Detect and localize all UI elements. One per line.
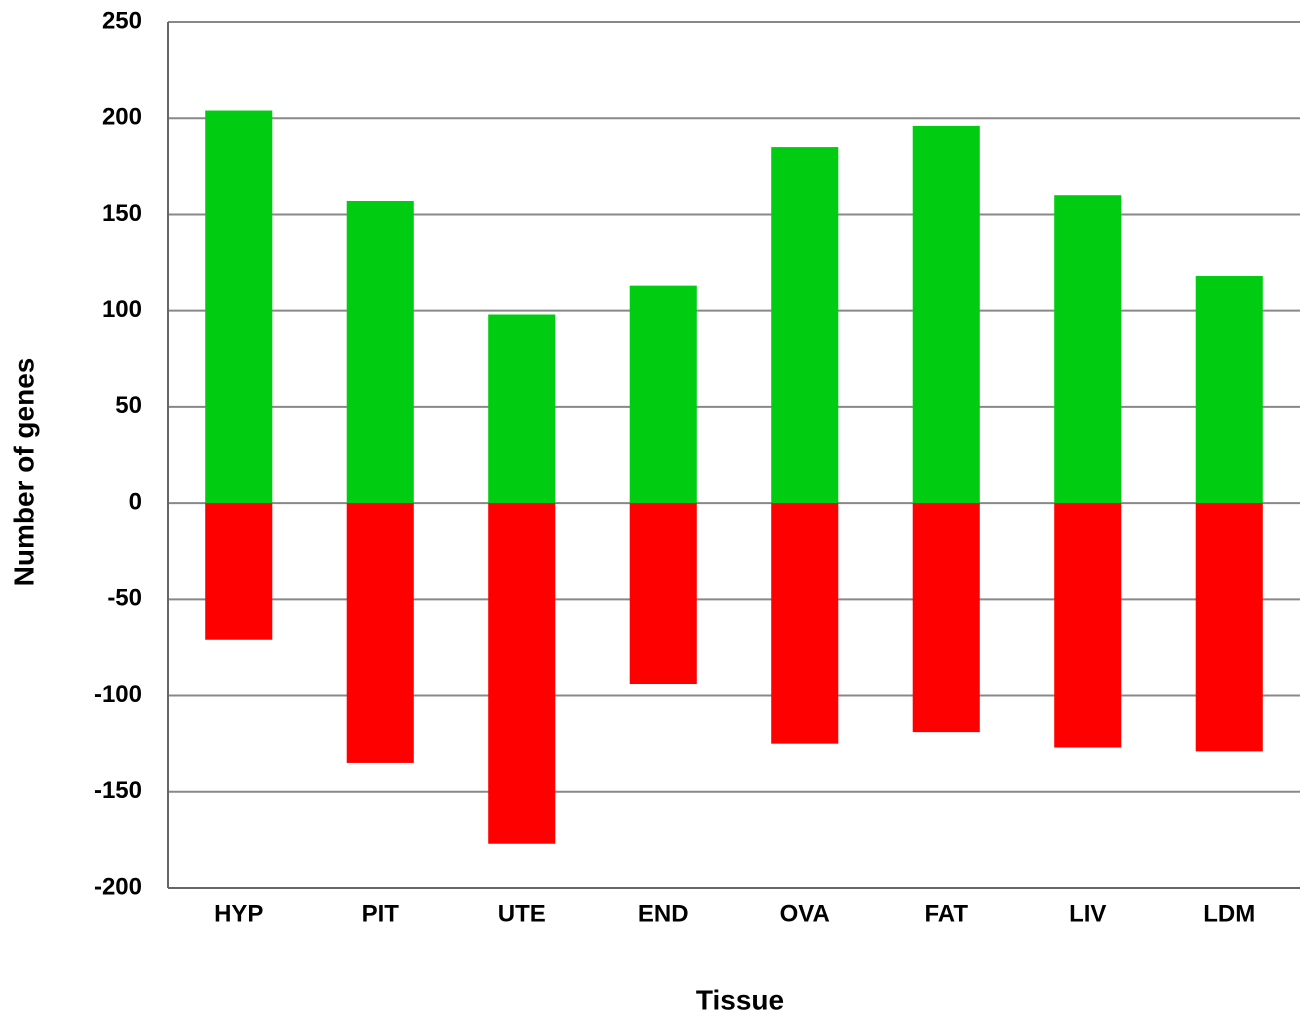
bar [629, 503, 697, 685]
x-tick-label: UTE [498, 900, 546, 927]
y-tick-label: -50 [107, 585, 142, 612]
bar [346, 200, 414, 504]
y-tick-label: -150 [94, 777, 142, 804]
bar [1054, 195, 1122, 504]
x-axis-title: Tissue [696, 984, 784, 1015]
y-tick-label: 150 [102, 200, 142, 227]
bar [1054, 503, 1122, 748]
y-tick-label: 100 [102, 296, 142, 323]
bar [205, 503, 273, 640]
bar [771, 503, 839, 744]
bar [1195, 503, 1263, 752]
bar [771, 147, 839, 504]
bar [346, 503, 414, 763]
bar [629, 285, 697, 504]
x-tick-label: END [638, 900, 689, 927]
x-tick-label: LDM [1203, 900, 1255, 927]
bar [488, 503, 556, 844]
bar [912, 503, 980, 733]
y-tick-label: 200 [102, 104, 142, 131]
bar [205, 110, 273, 504]
x-tick-label: LIV [1069, 900, 1106, 927]
bar [1195, 276, 1263, 504]
x-tick-label: OVA [780, 900, 830, 927]
y-axis-title: Number of genes [8, 358, 39, 587]
x-tick-label: FAT [924, 900, 968, 927]
y-tick-label: 0 [129, 488, 142, 515]
x-tick-label: HYP [214, 900, 263, 927]
y-tick-label: -100 [94, 681, 142, 708]
x-tick-label: PIT [362, 900, 400, 927]
y-tick-label: 250 [102, 7, 142, 34]
bar [912, 125, 980, 504]
y-tick-label: -200 [94, 873, 142, 900]
y-tick-label: 50 [115, 392, 142, 419]
bar [488, 314, 556, 504]
